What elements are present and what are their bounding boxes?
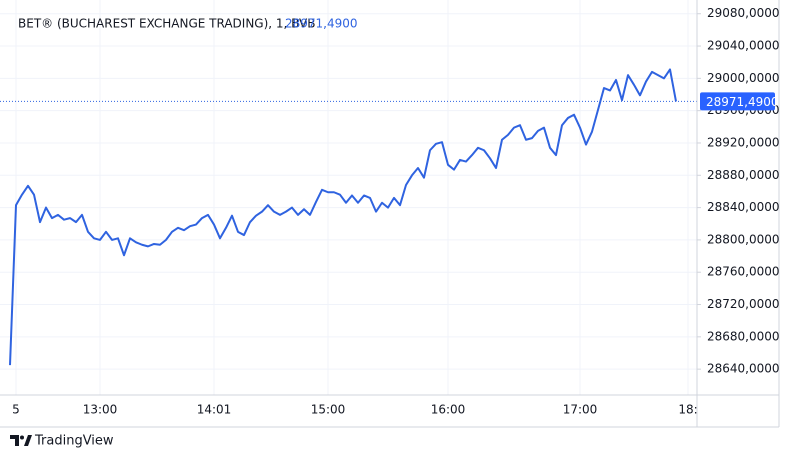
x-tick-label: 14:01 — [197, 403, 232, 417]
logo-mark — [20, 435, 24, 440]
y-tick-label: 28920,0000 — [707, 135, 780, 149]
y-tick-label: 28800,0000 — [707, 232, 780, 246]
logo-mark — [10, 435, 19, 446]
y-tick-label: 28640,0000 — [707, 362, 780, 376]
x-tick-label: 15:00 — [311, 403, 346, 417]
y-tick-label: 28760,0000 — [707, 265, 780, 279]
y-tick-label: 29000,0000 — [707, 71, 780, 85]
y-tick-label: 28840,0000 — [707, 200, 780, 214]
x-tick-label: 16:00 — [431, 403, 466, 417]
logo-mark — [24, 435, 32, 446]
grid — [0, 0, 697, 395]
brand-logo — [10, 435, 32, 446]
y-tick-label: 28680,0000 — [707, 329, 780, 343]
last-price: 28971,4900 — [285, 17, 358, 31]
x-tick-label: 5 — [12, 403, 20, 417]
price-line — [9, 68, 677, 366]
x-tick-label: 18: — [678, 403, 697, 417]
last-price-badge — [700, 92, 775, 111]
y-tick-label: 28880,0000 — [707, 168, 780, 182]
plot — [0, 68, 697, 366]
axes: 28640,0000 28680,0000 28720,0000 28760,0000… — [12, 6, 779, 416]
x-tick-label: 13:00 — [83, 403, 118, 417]
brand: TradingView — [34, 434, 114, 449]
y-tick-label: 29040,0000 — [707, 39, 780, 53]
x-tick-label: 17:00 — [563, 403, 598, 417]
y-tick-label: 29080,0000 — [707, 6, 780, 20]
y-tick-label: 28720,0000 — [707, 297, 780, 311]
last-price-label: 28971,4900 — [706, 95, 779, 109]
chart-title: BET® (BUCHAREST EXCHANGE TRADING), 1, BV… — [18, 17, 316, 31]
